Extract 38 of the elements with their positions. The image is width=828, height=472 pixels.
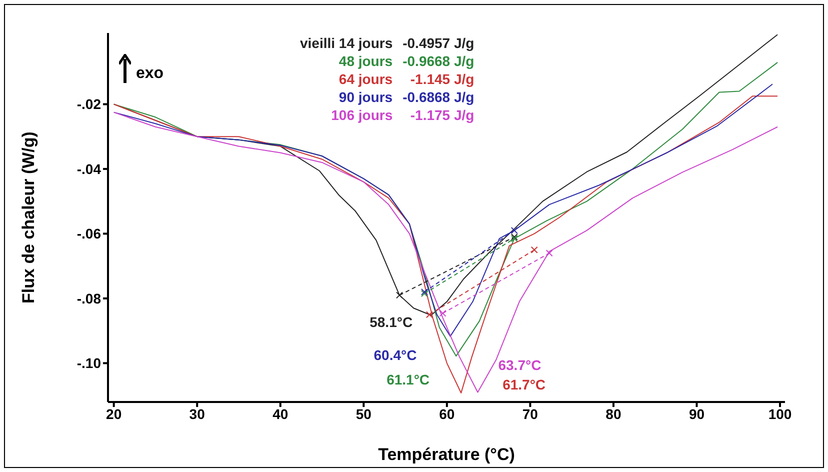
text: 90 jours <box>338 88 394 106</box>
x-tick-label: 30 <box>189 406 206 422</box>
text: 106 jours <box>330 106 394 124</box>
x-tick-label: 60 <box>439 406 455 422</box>
annotation: -0.6868 J/g <box>402 88 474 106</box>
point <box>439 310 446 317</box>
point <box>426 311 433 318</box>
annotation: -0.9668 J/g <box>402 52 474 70</box>
annotation: -1.175 J/g <box>409 106 474 124</box>
point <box>530 246 538 254</box>
annotation: 61.7°C <box>502 376 546 393</box>
text: 64 jours <box>338 70 394 88</box>
x-tick-label: 80 <box>606 406 622 422</box>
x-axis-title: Température (°C) <box>378 445 515 464</box>
y-tick-label: -.06 <box>76 226 102 242</box>
annotation: 60.4°C <box>374 346 417 363</box>
annotation: 61.1°C <box>386 372 430 388</box>
y-tick-label: -.08 <box>76 290 102 306</box>
x-tick-label: 100 <box>768 406 792 422</box>
y-tick-label: -.04 <box>76 160 102 177</box>
annotation: 63.7°C <box>498 356 542 373</box>
point <box>546 250 553 257</box>
x-tick-label: 90 <box>688 406 705 422</box>
point <box>510 226 518 234</box>
point <box>396 292 403 299</box>
annotation: 58.1°C <box>370 314 413 330</box>
annotation: -1.145 J/g <box>409 70 474 88</box>
text: 48 jours <box>338 52 394 70</box>
y-tick-label: -.02 <box>76 96 102 112</box>
x-tick-label: 70 <box>522 406 538 422</box>
x-tick-label: 40 <box>272 406 288 422</box>
x-tick-label: 50 <box>356 406 372 422</box>
x-tick-label: 20 <box>106 406 122 422</box>
y-tick-label: -.10 <box>76 355 102 372</box>
annotation: exo <box>136 64 164 82</box>
annotation: -0.4957 J/g <box>402 34 474 52</box>
y-axis-title: Flux de chaleur (W/g) <box>19 132 38 304</box>
text: vieilli 14 jours <box>300 34 394 52</box>
